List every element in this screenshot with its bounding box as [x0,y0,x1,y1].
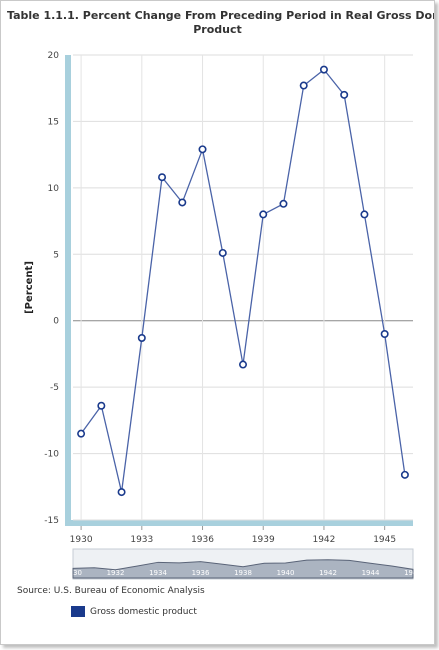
navigator-label: 1932 [107,569,125,577]
navigator-label: 1930 [64,569,82,577]
data-point [77,429,86,438]
x-tick-label: 1936 [191,535,214,545]
x-tick-label: 1933 [130,535,153,545]
data-point [259,210,268,219]
data-point [158,173,167,182]
data-point [299,81,308,90]
y-tick-label: -10 [44,450,59,460]
y-tick-label: 0 [53,317,59,327]
navigator-area [72,559,414,579]
y-axis-band [65,55,71,520]
y-tick-label: 10 [48,184,60,194]
data-point [97,401,106,410]
chart-title-line-1: Table 1.1.1. Percent Change From Precedi… [7,9,435,22]
y-tick-label: 20 [48,51,60,61]
line-chart: -15 -10 -5 0 5 10 15 20 1930 1933 1936 1939 1942 1945… [24,51,422,580]
y-tick-label: -5 [50,383,59,393]
x-axis-band [65,520,413,526]
y-tick-label: 5 [53,250,59,260]
navigator-label: 1946 [404,569,422,577]
navigator-label: 1936 [192,569,210,577]
data-point [239,360,248,369]
source-note: Source: U.S. Bureau of Economic Analysis [17,586,205,596]
data-point [279,199,288,208]
legend[interactable]: Gross domestic product [71,606,197,617]
y-axis-label: [Percent] [24,261,35,314]
data-point [319,65,328,74]
data-point [137,333,146,342]
legend-label: Gross domestic product [90,606,197,617]
x-tick-label: 1942 [312,535,335,545]
x-tick-label: 1945 [373,535,396,545]
data-point [360,210,369,219]
chart-title-line-2: Product [193,23,242,36]
x-tick-label: 1930 [70,535,93,545]
navigator-label: 1934 [149,569,167,577]
navigator-label: 1938 [234,569,252,577]
data-point [380,329,389,338]
data-point [400,470,409,479]
chart-title: Table 1.1.1. Percent Change From Precedi… [1,9,434,37]
series-line [80,68,406,493]
navigator-label: 1944 [362,569,380,577]
data-point [117,488,126,497]
navigator-label: 1942 [319,569,337,577]
navigator-label: 1940 [277,569,295,577]
data-point [218,248,227,257]
data-point [178,198,187,207]
y-tick-label: -15 [44,516,59,526]
legend-swatch [71,606,85,617]
y-tick-label: 15 [48,117,59,127]
x-tick-label: 1939 [252,535,275,545]
data-point [198,145,207,154]
data-point [340,90,349,99]
